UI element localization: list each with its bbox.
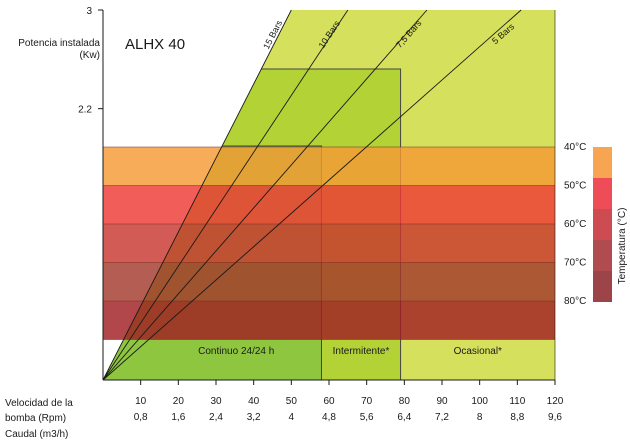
x-axis-flow-label: Caudal (m3/h) [5, 429, 68, 440]
x-tick-label-rpm: 50 [286, 396, 298, 407]
x-tick-label-flow: 9,6 [548, 412, 562, 423]
x-tick-label-flow: 6,4 [397, 412, 411, 423]
x-tick-label-rpm: 110 [509, 396, 525, 407]
x-tick-label-flow: 5,6 [360, 412, 374, 423]
temperature-legend-swatch [593, 240, 612, 271]
x-tick-label-rpm: 100 [471, 396, 488, 407]
temperature-band [103, 185, 555, 224]
zone-label: Continuo 24/24 h [198, 346, 274, 357]
x-tick-label-flow: 7,2 [435, 412, 449, 423]
pressure-line [102, 9, 292, 381]
zone-label: Intermitente* [333, 346, 390, 357]
temperature-legend-swatch [593, 209, 612, 240]
temperature-band [103, 262, 555, 301]
temperature-legend-swatch [593, 271, 612, 302]
temperature-band-label: 50°C [564, 181, 586, 192]
temperature-band [103, 301, 555, 340]
x-axis-rpm-label-line2: bomba (Rpm) [5, 413, 66, 424]
x-tick-label-flow: 4 [289, 412, 295, 423]
temperature-bands: 40°C 50°C 60°C 70°C 80°C [103, 142, 586, 340]
axes [98, 9, 556, 385]
temperature-legend-swatch [593, 147, 612, 178]
y-tick-label: 2.2 [78, 105, 92, 116]
x-tick-label-rpm: 120 [547, 396, 564, 407]
x-tick-label-rpm: 60 [323, 396, 335, 407]
x-tick-label-rpm: 10 [135, 396, 147, 407]
temperature-legend-title: Temperatura (°C) [617, 208, 628, 285]
x-tick-label-rpm: 90 [436, 396, 448, 407]
x-tick-label-rpm: 70 [361, 396, 373, 407]
zone-label: Ocasional* [454, 346, 502, 357]
temperature-band-label: 40°C [564, 142, 586, 153]
temperature-band-label: 80°C [564, 296, 586, 307]
y-axis-label-line2: (Kw) [79, 50, 100, 61]
x-tick-label-flow: 0,8 [134, 412, 148, 423]
tick-labels: 3 2.2 10 0,8 20 1,6 30 2,4 40 3,2 50 4 60 4,8 70 5,6 80 6… [78, 6, 564, 423]
temperature-band [103, 224, 555, 263]
x-tick-label-flow: 4,8 [322, 412, 336, 423]
temperature-legend-swatch [593, 178, 612, 209]
x-axis-rpm-label-line1: Velocidad de la [5, 398, 73, 409]
y-tick-label: 3 [86, 6, 92, 17]
x-tick-label-rpm: 40 [248, 396, 260, 407]
x-tick-label-flow: 3,2 [247, 412, 261, 423]
temperature-band [103, 147, 555, 186]
temperature-band-label: 70°C [564, 258, 586, 269]
x-tick-label-flow: 8,8 [510, 412, 524, 423]
pressure-line [102, 9, 349, 381]
x-tick-label-rpm: 80 [399, 396, 411, 407]
chart-title: ALHX 40 [125, 36, 185, 53]
x-tick-label-flow: 1,6 [171, 412, 185, 423]
y-axis-label-line1: Potencia instalada [18, 38, 100, 49]
pressure-line [102, 9, 428, 381]
pressure-line [102, 9, 522, 381]
x-tick-label-rpm: 30 [210, 396, 222, 407]
x-tick-label-flow: 8 [477, 412, 483, 423]
temperature-legend [593, 147, 612, 302]
x-tick-label-flow: 2,4 [209, 412, 223, 423]
x-tick-label-rpm: 20 [173, 396, 185, 407]
temperature-band-label: 60°C [564, 219, 586, 230]
